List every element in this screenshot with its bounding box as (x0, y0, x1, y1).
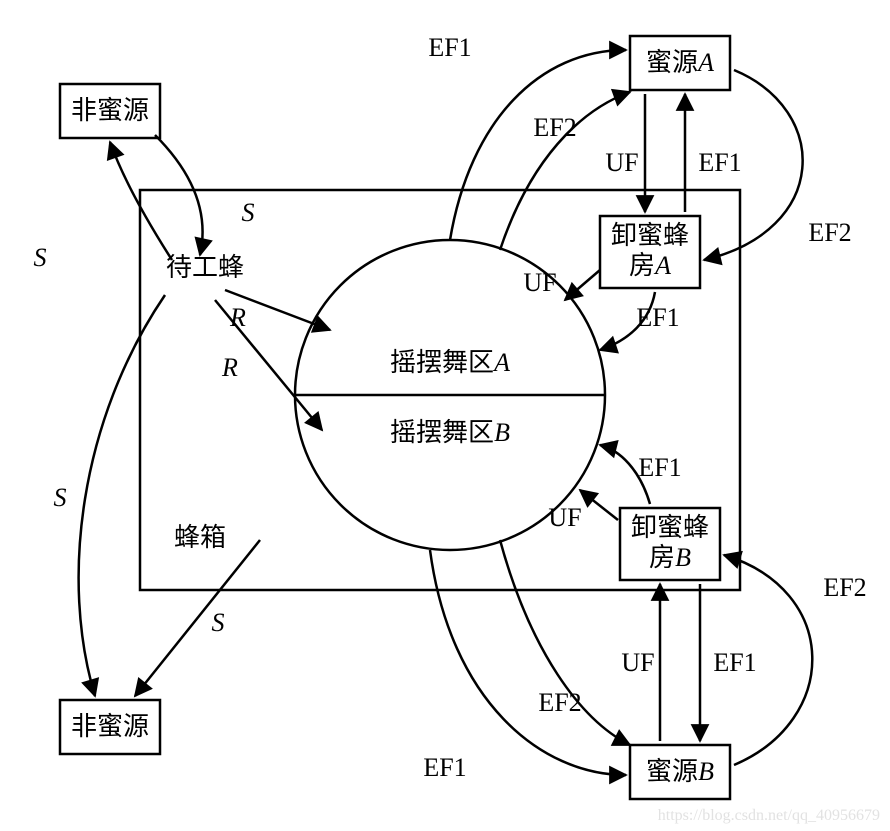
non-source-top-label: 非蜜源 (71, 96, 149, 125)
label-r-b: R (221, 353, 238, 382)
edge-danceA-to-srcA-ef1 (450, 50, 626, 240)
label-ef2-b-mid: EF2 (538, 688, 581, 717)
label-s-top-right: S (242, 198, 255, 227)
label-uf-a-vert: UF (605, 148, 638, 177)
edge-danceB-to-srcB-ef1 (430, 550, 626, 775)
non-source-bottom-label: 非蜜源 (71, 712, 149, 741)
label-uf-b-vert: UF (621, 648, 654, 677)
label-s-bot-left: S (54, 483, 67, 512)
hive-label: 蜂箱 (174, 523, 226, 552)
label-s-top-left: S (34, 243, 47, 272)
label-ef2-a-right: EF2 (808, 218, 851, 247)
edge-unloadA-to-danceA-uf (565, 270, 600, 300)
edge-nsbot-to-wait-line (135, 540, 260, 696)
unload-a-label1: 卸蜜蜂 (611, 221, 689, 250)
source-a-label: 蜜源A (646, 48, 714, 77)
watermark-text: https://blog.csdn.net/qq_40956679 (658, 807, 880, 824)
label-ef1-b-right: EF1 (638, 453, 681, 482)
label-ef1-a-vert: EF1 (698, 148, 741, 177)
label-uf-b-short: UF (548, 503, 581, 532)
label-ef2-b-right: EF2 (823, 573, 866, 602)
source-b-label: 蜜源B (646, 757, 714, 786)
label-s-bot-mid: S (212, 608, 225, 637)
edge-unloadB-to-danceB-uf (580, 490, 618, 520)
dance-a-label: 摇摆舞区A (390, 348, 510, 377)
dance-b-label: 摇摆舞区B (390, 418, 510, 447)
edge-nstop-to-wait (155, 135, 203, 255)
label-uf-a-short: UF (523, 268, 556, 297)
label-ef1-b-vert: EF1 (713, 648, 756, 677)
bee-colony-diagram: S S S S R R UF EF1 UF EF1 EF2 EF1 EF2 UF… (0, 0, 890, 831)
unload-b-label1: 卸蜜蜂 (631, 513, 709, 542)
label-ef1-b-bot: EF1 (423, 753, 466, 782)
edge-wait-to-nsbot (79, 295, 165, 696)
label-ef2-a-mid: EF2 (533, 113, 576, 142)
unload-b-label2: 房B (649, 543, 691, 572)
label-ef1-a-top: EF1 (428, 33, 471, 62)
waiting-bee-label: 待工蜂 (166, 253, 244, 282)
label-ef1-a-right: EF1 (636, 303, 679, 332)
unload-a-label2: 房A (629, 251, 671, 280)
